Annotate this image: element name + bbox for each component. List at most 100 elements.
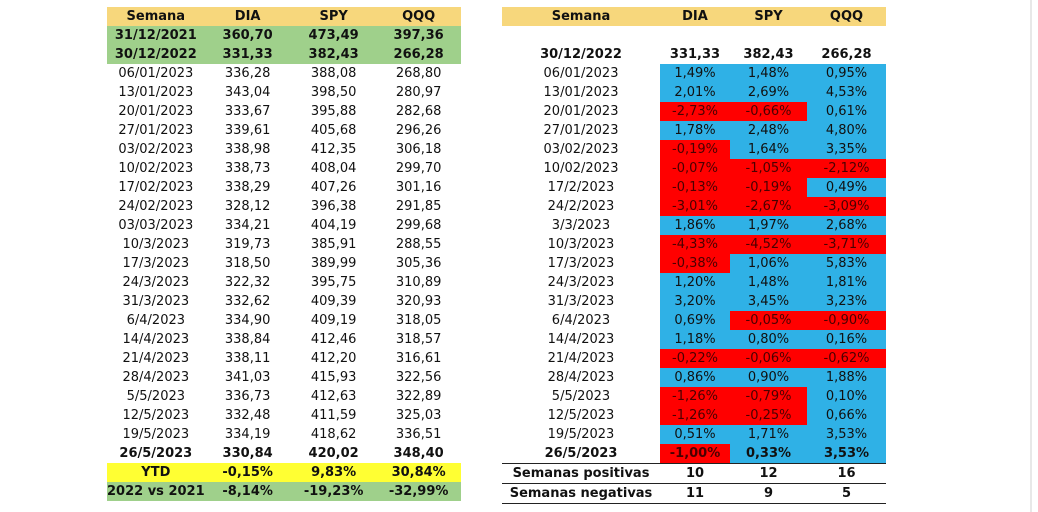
value-cell: 348,40 [393, 446, 444, 461]
value-cell: -0,06% [730, 349, 807, 368]
row-label-cell: 27/01/2023 [543, 123, 619, 138]
table-row: 06/01/2023 336,28 388,08 268,80 [107, 64, 461, 83]
value-cell: -3,01% [660, 197, 730, 216]
value-cell: 30,84% [376, 463, 461, 482]
value-cell: 0,10% [807, 387, 886, 406]
value-cell: 415,93 [310, 370, 357, 385]
value-cell: 338,84 [224, 332, 271, 347]
empty-cell [730, 26, 807, 45]
value-cell: -0,13% [660, 178, 730, 197]
value-cell: -4,33% [660, 235, 730, 254]
value-cell: -8,14% [204, 482, 291, 501]
value-cell: 0,33% [730, 444, 807, 464]
table-row: 06/01/2023 1,49% 1,48% 0,95% [502, 64, 886, 83]
table-row: 24/2/2023 -3,01% -2,67% -3,09% [502, 197, 886, 216]
value-cell: 408,04 [310, 161, 357, 176]
value-cell: 418,62 [310, 427, 357, 442]
row-label-cell: 06/01/2023 [543, 66, 619, 81]
value-cell: 0,49% [807, 178, 886, 197]
value-cell: -0,62% [807, 349, 886, 368]
table-row: 17/3/2023 -0,38% 1,06% 5,83% [502, 254, 886, 273]
empty-cell [502, 26, 660, 45]
value-cell: -19,23% [290, 482, 377, 501]
table-row: 3/3/2023 1,86% 1,97% 2,68% [502, 216, 886, 235]
value-cell: 328,12 [224, 199, 271, 214]
table-row: 17/2/2023 -0,13% -0,19% 0,49% [502, 178, 886, 197]
value-cell: 2,01% [660, 83, 730, 102]
value-cell: 288,55 [395, 237, 442, 252]
row-label-cell: 10/3/2023 [122, 237, 190, 252]
value-cell: -0,90% [807, 311, 886, 330]
row-label-cell: 12/5/2023 [547, 408, 615, 423]
value-cell: 310,89 [395, 275, 442, 290]
row-label-cell: 27/01/2023 [118, 123, 194, 138]
value-cell: 318,57 [395, 332, 442, 347]
value-cell: 3,23% [807, 292, 886, 311]
table-row: 20/01/2023 333,67 395,88 282,68 [107, 102, 461, 121]
row-label-cell: 24/3/2023 [547, 275, 615, 290]
value-cell: -2,73% [660, 102, 730, 121]
value-cell: 407,26 [310, 180, 357, 195]
value-cell: 322,89 [395, 389, 442, 404]
table-row: 19/5/2023 334,19 418,62 336,51 [107, 425, 461, 444]
value-cell: 1,18% [660, 330, 730, 349]
row-label-cell: 13/01/2023 [118, 85, 194, 100]
row-label-cell: 13/01/2023 [543, 85, 619, 100]
table-row: 17/02/2023 338,29 407,26 301,16 [107, 178, 461, 197]
row-label-cell: 28/4/2023 [122, 370, 190, 385]
table-row: 6/4/2023 334,90 409,19 318,05 [107, 311, 461, 330]
table-row: 24/3/2023 322,32 395,75 310,89 [107, 273, 461, 292]
value-cell: 389,99 [310, 256, 357, 271]
value-cell: 412,63 [310, 389, 357, 404]
row-label-cell: YTD [107, 463, 205, 482]
value-cell: -4,52% [730, 235, 807, 254]
value-cell: 338,11 [224, 351, 271, 366]
value-cell: 10 [660, 463, 730, 484]
value-cell: 341,03 [224, 370, 271, 385]
row-label-cell: 14/4/2023 [122, 332, 190, 347]
value-cell: 1,48% [730, 64, 807, 83]
value-cell: 330,84 [222, 446, 273, 461]
value-cell: 1,78% [660, 121, 730, 140]
table-row: 5/5/2023 336,73 412,63 322,89 [107, 387, 461, 406]
value-cell: 5 [807, 483, 886, 504]
value-cell: 409,19 [310, 313, 357, 328]
value-cell: 316,61 [395, 351, 442, 366]
table-row: 13/01/2023 343,04 398,50 280,97 [107, 83, 461, 102]
value-cell: 3,45% [730, 292, 807, 311]
value-cell: -2,67% [730, 197, 807, 216]
row-label-cell: 26/5/2023 [119, 446, 193, 461]
value-cell: 0,86% [660, 368, 730, 387]
row-label-cell: 17/02/2023 [118, 180, 194, 195]
empty-cell [660, 26, 730, 45]
value-cell: 299,70 [395, 161, 442, 176]
table-row: 20/01/2023 -2,73% -0,66% 0,61% [502, 102, 886, 121]
value-cell: 306,18 [395, 142, 442, 157]
value-cell: 0,61% [807, 102, 886, 121]
table-row: 28/4/2023 0,86% 0,90% 1,88% [502, 368, 886, 387]
value-cell: 5,83% [807, 254, 886, 273]
row-label-cell: Semanas positivas [502, 463, 660, 484]
value-cell: 4,80% [807, 121, 886, 140]
value-cell: 331,33 [204, 45, 291, 64]
table-row: 6/4/2023 0,69% -0,05% -0,90% [502, 311, 886, 330]
value-cell: -1,05% [730, 159, 807, 178]
value-cell: 332,48 [224, 408, 271, 423]
table-row: 12/5/2023 332,48 411,59 325,03 [107, 406, 461, 425]
row-label-cell: 6/4/2023 [551, 313, 611, 328]
row-label-cell: 24/02/2023 [118, 199, 194, 214]
value-cell: 1,71% [730, 425, 807, 444]
table-row: 27/01/2023 339,61 405,68 296,26 [107, 121, 461, 140]
year-comparison-row: 2022 vs 2021 -8,14% -19,23% -32,99% [107, 482, 461, 501]
value-cell: -1,26% [660, 406, 730, 425]
last-week-row: 26/5/2023 330,84 420,02 348,40 [107, 444, 461, 463]
value-cell: 3,35% [807, 140, 886, 159]
row-label-cell: 31/3/2023 [122, 294, 190, 309]
table-row: 10/3/2023 -4,33% -4,52% -3,71% [502, 235, 886, 254]
base-row: 30/12/2022 331,33 382,43 266,28 [107, 45, 461, 64]
base-row: 31/12/2021 360,70 473,49 397,36 [107, 26, 461, 45]
value-cell: 336,73 [224, 389, 271, 404]
value-cell: -3,71% [807, 235, 886, 254]
row-label-cell: 24/3/2023 [122, 275, 190, 290]
summary-row: Semanas negativas 11 9 5 [502, 483, 886, 504]
